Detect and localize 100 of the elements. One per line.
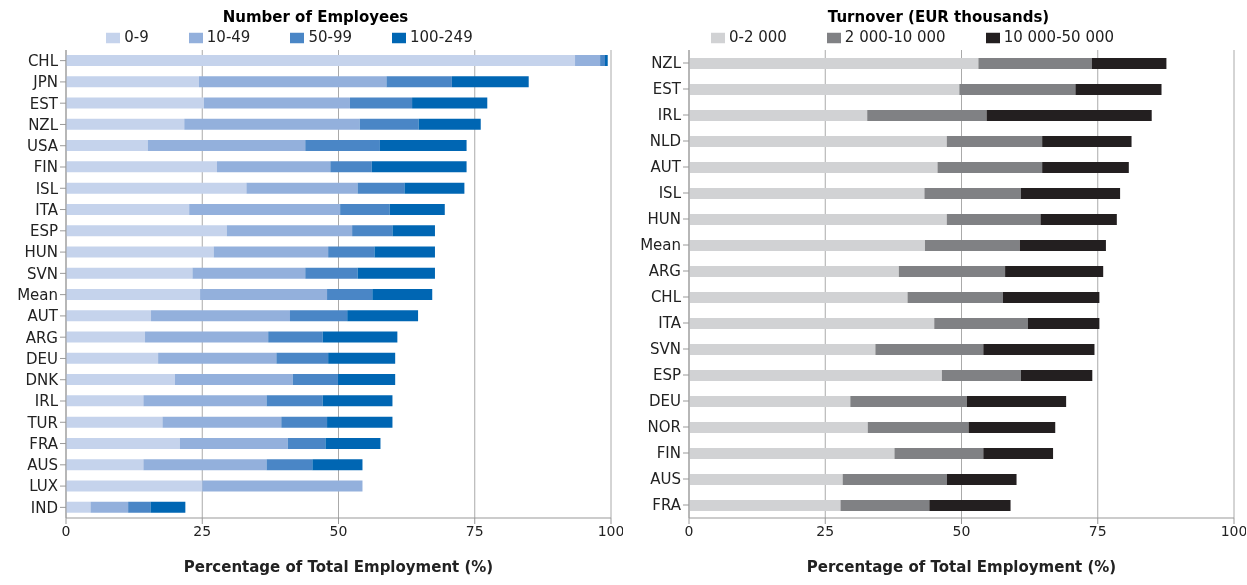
bar [389, 203, 445, 215]
bar [325, 437, 381, 449]
bar [371, 161, 467, 173]
bar [200, 289, 328, 300]
bar [66, 161, 217, 173]
bar [1005, 266, 1104, 277]
bar [349, 97, 413, 109]
bar [66, 480, 203, 492]
bar [840, 500, 930, 511]
bar [66, 267, 193, 279]
legend-label: 10 000-50 000 [1003, 28, 1115, 46]
bar [689, 188, 925, 199]
bar [959, 84, 1076, 95]
bar [689, 292, 908, 303]
bar [189, 203, 341, 215]
bar [322, 331, 398, 343]
bar [66, 97, 204, 109]
y-tick-label: EST [29, 94, 59, 113]
y-tick-label: HUN [24, 243, 58, 262]
bar [322, 395, 393, 407]
bar [875, 344, 984, 355]
bar [372, 289, 433, 300]
bar [689, 162, 938, 173]
y-tick-label: CHL [27, 51, 59, 70]
y-tick-label: ESP [652, 366, 681, 385]
bar [359, 118, 419, 130]
y-tick-label: ARG [648, 262, 681, 281]
bar [66, 310, 152, 322]
x-tick-label: 75 [1088, 522, 1107, 539]
bar [347, 310, 419, 322]
bar [66, 182, 247, 194]
bar [983, 448, 1054, 459]
y-tick-label: DEU [25, 349, 58, 368]
y-tick-label: SVN [26, 264, 58, 283]
bar [929, 500, 1011, 511]
x-tick-label: 0 [61, 522, 71, 539]
bar [689, 500, 841, 511]
y-tick-label: FIN [33, 158, 58, 177]
y-tick-label: ITA [658, 314, 682, 333]
bar [213, 246, 329, 258]
bar [305, 140, 380, 152]
bar [357, 182, 405, 194]
bar [850, 396, 967, 407]
bar [924, 240, 1020, 251]
bar [202, 480, 363, 492]
legend-label: 0-9 [124, 28, 149, 46]
y-tick-label: DEU [648, 392, 681, 411]
x-tick-label: 100 [1220, 522, 1247, 539]
bar [352, 225, 393, 237]
bar [842, 474, 947, 485]
y-tick-label: NLD [649, 132, 681, 151]
bar [689, 136, 947, 147]
x-tick-label: 50 [952, 522, 971, 539]
bar [145, 331, 269, 343]
bar [66, 416, 163, 428]
bar [1002, 292, 1100, 303]
bar [150, 501, 186, 513]
y-tick-label: IND [30, 498, 58, 517]
y-tick-label: CHL [650, 288, 682, 307]
bar [689, 214, 947, 225]
bar [689, 344, 876, 355]
x-axis-title: Percentage of Total Employment (%) [183, 558, 494, 576]
bar [867, 422, 969, 433]
bar [924, 188, 1021, 199]
bar [934, 318, 1028, 329]
bar [143, 459, 267, 471]
y-tick-label: AUS [27, 456, 58, 475]
bar [941, 370, 1021, 381]
bar [968, 422, 1056, 433]
bar [337, 374, 396, 386]
y-tick-label: HUN [647, 210, 681, 229]
x-tick-label: 0 [684, 522, 694, 539]
bar [327, 289, 373, 300]
bar [412, 97, 488, 109]
bar [986, 110, 1152, 121]
bar [689, 474, 843, 485]
bar [328, 352, 396, 364]
bar [894, 448, 984, 459]
y-tick-label: AUS [650, 470, 681, 489]
y-tick-label: IRL [657, 106, 682, 125]
bar [1042, 162, 1129, 173]
bar [374, 246, 435, 258]
legend-label: 2 000-10 000 [844, 28, 946, 46]
bar [292, 374, 338, 386]
legend-label: 10-49 [206, 28, 251, 46]
bar [66, 76, 199, 88]
bar [162, 416, 282, 428]
bar [66, 225, 227, 237]
bar [276, 352, 329, 364]
bar [946, 136, 1043, 147]
y-tick-label: USA [26, 137, 59, 156]
bar [268, 331, 323, 343]
bar [867, 110, 987, 121]
bar [147, 140, 306, 152]
x-tick-label: 50 [329, 522, 348, 539]
bar [946, 474, 1017, 485]
bar [1040, 214, 1117, 225]
bar [290, 310, 348, 322]
bar [128, 501, 151, 513]
bar [287, 437, 326, 449]
